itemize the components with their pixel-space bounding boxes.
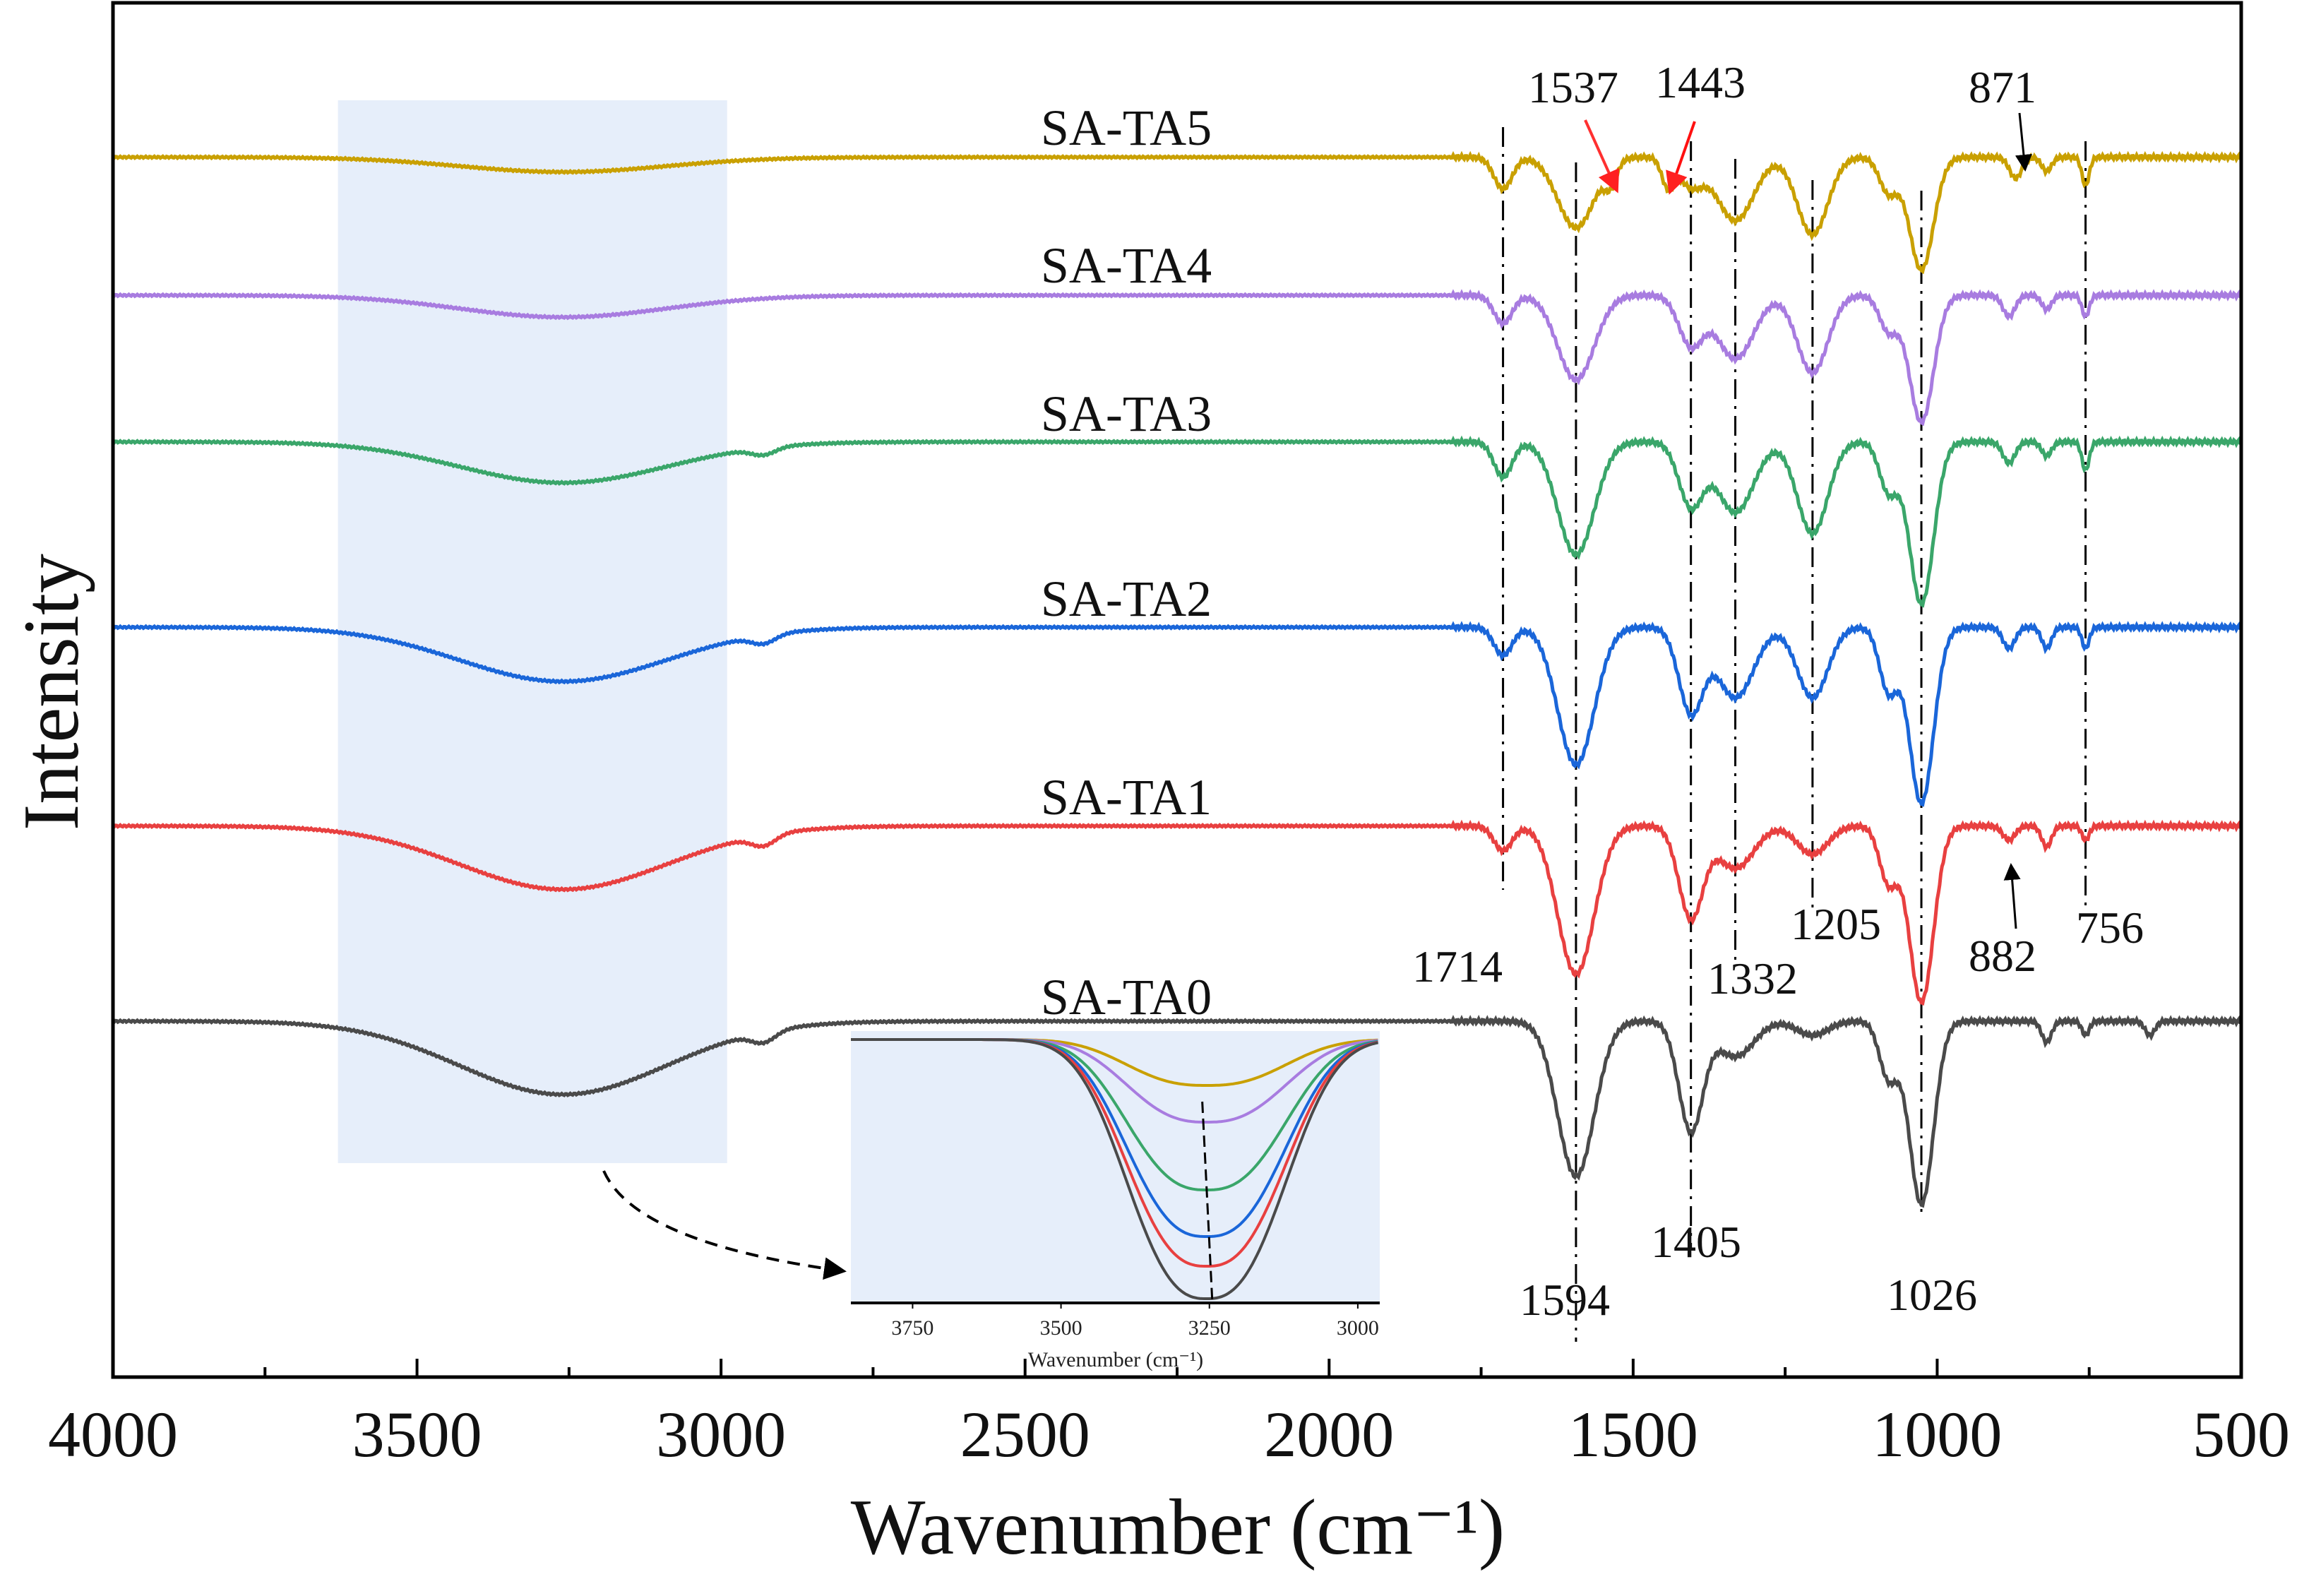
inset-tick-label-3250: 3250	[1188, 1316, 1231, 1340]
series-label-sa-ta3: SA-TA3	[1041, 386, 1212, 442]
series-label-sa-ta5: SA-TA5	[1041, 100, 1212, 156]
x-tick-label-500: 500	[2192, 1398, 2290, 1470]
series-label-sa-ta1: SA-TA1	[1041, 769, 1212, 826]
annotation-1332: 1332	[1707, 953, 1798, 1004]
annotation-1205: 1205	[1791, 899, 1881, 949]
annotation-1537: 1537	[1528, 62, 1618, 112]
arrow-1537	[1584, 119, 1620, 193]
x-tick-label-1000: 1000	[1872, 1398, 2002, 1470]
inset-callout-arrow	[602, 1170, 847, 1280]
x-tick-label-2500: 2500	[960, 1398, 1090, 1470]
arrow-1443	[1666, 121, 1696, 195]
x-tick-label-3000: 3000	[656, 1398, 786, 1470]
highlight-region	[338, 100, 727, 1163]
inset-x-axis-title: Wavenumber (cm⁻¹)	[1028, 1348, 1203, 1371]
series-label-sa-ta0: SA-TA0	[1041, 969, 1212, 1025]
spectrum-sa-ta3	[112, 435, 2242, 608]
inset-tick-label-3500: 3500	[1040, 1316, 1082, 1340]
annotation-871: 871	[1969, 62, 2036, 112]
inset-tick-label-3750: 3750	[891, 1316, 933, 1340]
x-tick-label-3500: 3500	[352, 1398, 482, 1470]
band-guide-lines	[1502, 127, 2087, 1342]
arrow-882	[2003, 863, 2021, 929]
inset-plot: 3750 3500 3250 3000 Wavenumber (cm⁻¹)	[851, 1031, 1380, 1371]
series-label-sa-ta2: SA-TA2	[1041, 571, 1212, 627]
inset-spectra	[851, 1038, 1378, 1304]
annotation-882: 882	[1969, 931, 2036, 981]
annotation-756: 756	[2076, 903, 2144, 953]
inset-tick-label-3000: 3000	[1337, 1316, 1379, 1340]
spectrum-sa-ta5	[112, 150, 2242, 275]
annotation-1714: 1714	[1412, 941, 1503, 991]
annotation-1443: 1443	[1655, 57, 1746, 107]
spectrum-sa-ta4	[112, 289, 2242, 427]
x-tick-label-4000: 4000	[48, 1398, 178, 1470]
x-tick-label-1500: 1500	[1568, 1398, 1698, 1470]
x-axis-title: Wavenumber (cm⁻¹)	[851, 1484, 1505, 1571]
spectrum-sa-ta1	[112, 819, 2242, 1006]
annotation-1594: 1594	[1520, 1275, 1610, 1325]
spectrum-sa-ta2	[112, 621, 2242, 807]
x-axis-ticks: 4000 3500 3000 2500 2000 1500 1000 500	[48, 1359, 2290, 1470]
spectrum-sa-ta0	[112, 1014, 2242, 1208]
annotation-1405: 1405	[1651, 1217, 1741, 1267]
inset-x-ticks: 3750 3500 3250 3000	[891, 1303, 1379, 1340]
spectra	[112, 150, 2242, 1208]
series-label-sa-ta4: SA-TA4	[1041, 237, 1212, 294]
x-tick-label-2000: 2000	[1264, 1398, 1394, 1470]
y-axis-title: Intensity	[8, 554, 95, 830]
arrow-871	[2015, 112, 2032, 172]
inset-spectrum-sa-ta0	[851, 1038, 1378, 1300]
annotation-1026: 1026	[1887, 1270, 1977, 1320]
